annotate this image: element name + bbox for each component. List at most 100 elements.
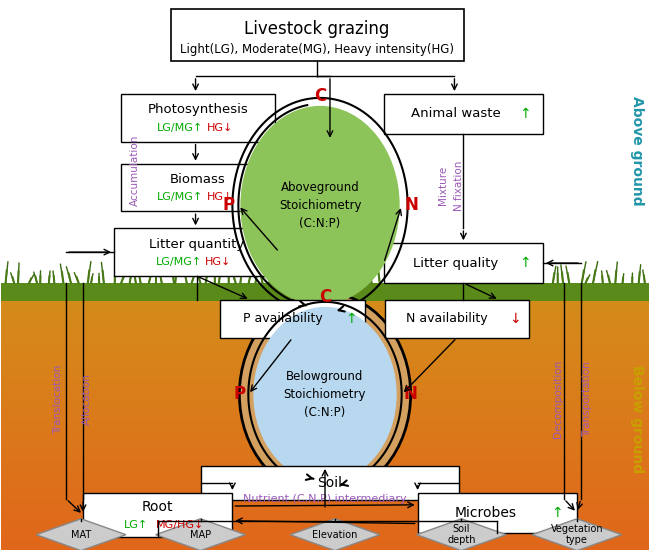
Text: Photosynthesis: Photosynthesis xyxy=(148,104,248,116)
Bar xyxy=(1,429,649,431)
Bar xyxy=(1,334,649,337)
Bar xyxy=(1,523,649,525)
Bar xyxy=(1,474,649,476)
Bar xyxy=(1,300,649,302)
Bar xyxy=(1,501,649,503)
Text: Microbes: Microbes xyxy=(454,506,516,520)
Bar xyxy=(1,315,649,317)
Bar xyxy=(1,392,649,395)
Ellipse shape xyxy=(240,106,400,305)
Bar xyxy=(1,372,649,375)
Bar xyxy=(1,504,649,506)
Bar xyxy=(1,527,649,529)
Bar xyxy=(1,466,649,468)
Bar xyxy=(1,515,649,517)
Bar xyxy=(1,422,649,424)
Bar xyxy=(1,505,649,507)
Bar xyxy=(1,404,649,407)
Bar xyxy=(1,532,649,534)
Bar xyxy=(1,477,649,479)
Bar xyxy=(1,302,649,304)
Bar xyxy=(1,454,649,456)
Bar xyxy=(1,450,649,452)
Text: Allocation: Allocation xyxy=(82,374,92,425)
Bar xyxy=(1,328,649,330)
Bar xyxy=(1,320,649,322)
Bar xyxy=(1,360,649,363)
Bar xyxy=(1,539,649,542)
Bar xyxy=(1,350,649,352)
Bar xyxy=(1,424,649,426)
Bar xyxy=(1,295,649,297)
Bar xyxy=(1,321,649,323)
Bar xyxy=(1,364,649,366)
Bar xyxy=(1,547,649,549)
Text: Accumulation: Accumulation xyxy=(130,135,140,206)
Bar xyxy=(1,490,649,492)
Text: Soil
depth: Soil depth xyxy=(447,524,476,545)
Bar xyxy=(1,472,649,474)
Bar xyxy=(1,519,649,521)
Bar xyxy=(1,452,649,454)
Bar xyxy=(1,506,649,508)
Bar xyxy=(1,297,649,299)
Bar xyxy=(1,334,649,336)
Bar xyxy=(1,522,649,524)
Bar xyxy=(1,298,649,300)
Bar xyxy=(1,544,649,545)
Bar xyxy=(1,541,649,543)
Bar xyxy=(1,383,649,386)
Bar xyxy=(83,493,233,537)
Bar xyxy=(1,430,649,433)
Bar xyxy=(1,507,649,509)
Bar xyxy=(1,423,649,425)
Bar xyxy=(1,318,649,320)
Bar xyxy=(1,348,649,350)
Text: Light(LG), Moderate(MG), Heavy intensity(HG): Light(LG), Moderate(MG), Heavy intensity… xyxy=(180,42,454,56)
Bar xyxy=(1,457,649,459)
Bar xyxy=(1,375,649,376)
Bar xyxy=(1,339,649,342)
Bar xyxy=(1,322,649,324)
Bar xyxy=(1,418,649,420)
Text: C: C xyxy=(319,288,331,306)
Bar xyxy=(1,435,649,437)
Bar xyxy=(1,526,649,528)
Bar xyxy=(384,243,543,283)
Bar xyxy=(1,312,649,314)
Bar xyxy=(1,513,649,515)
Bar xyxy=(1,352,649,354)
Text: Aboveground
Stoichiometry
(C:N:P): Aboveground Stoichiometry (C:N:P) xyxy=(279,181,361,230)
Bar xyxy=(1,475,649,477)
Bar xyxy=(1,411,649,413)
Bar xyxy=(1,344,649,345)
Bar xyxy=(1,427,649,429)
Bar xyxy=(1,323,649,325)
Bar xyxy=(1,349,649,351)
Bar xyxy=(1,468,649,470)
Bar xyxy=(1,395,649,397)
Text: N fixation: N fixation xyxy=(454,160,464,210)
Bar xyxy=(1,530,649,532)
Bar xyxy=(1,469,649,471)
Bar xyxy=(1,403,649,406)
Bar xyxy=(1,387,649,390)
Polygon shape xyxy=(156,519,245,550)
Text: ↑: ↑ xyxy=(345,312,357,326)
Bar xyxy=(1,412,649,414)
Bar xyxy=(1,304,649,306)
Bar xyxy=(1,509,649,511)
Bar xyxy=(1,439,649,441)
Bar xyxy=(1,380,649,381)
Text: Elevation: Elevation xyxy=(312,530,358,539)
Text: Biomass: Biomass xyxy=(170,173,226,186)
Bar xyxy=(1,331,649,333)
Bar xyxy=(1,308,649,310)
Bar xyxy=(1,497,649,499)
Text: N availability: N availability xyxy=(406,312,488,325)
Bar xyxy=(1,518,649,520)
Bar xyxy=(1,307,649,309)
Bar xyxy=(1,455,649,457)
Bar xyxy=(1,355,649,358)
Bar xyxy=(1,379,649,381)
